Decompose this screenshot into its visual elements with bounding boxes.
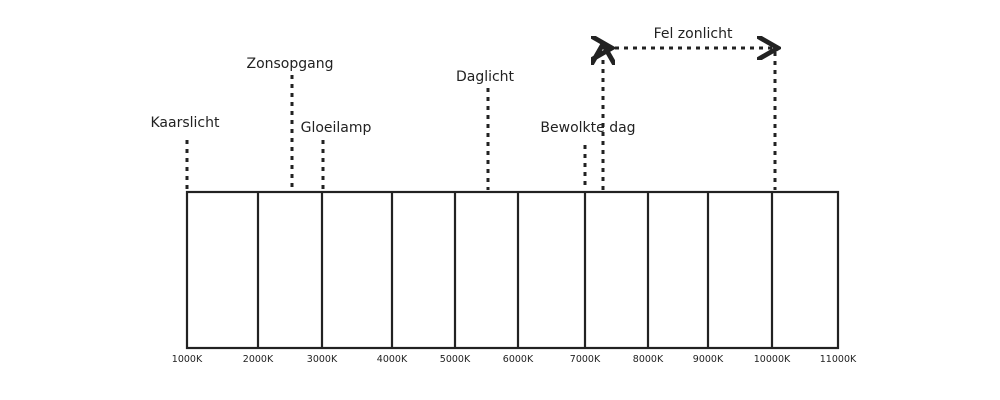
tick-label: 6000K <box>503 354 534 365</box>
tick-label: 2000K <box>243 354 274 365</box>
tick-label: 7000K <box>570 354 601 365</box>
tick-label: 4000K <box>377 354 408 365</box>
tick-label: 10000K <box>754 354 791 365</box>
annotation-label: Fel zonlicht <box>654 26 733 42</box>
tick-label: 11000K <box>820 354 857 365</box>
annotation-label: Daglicht <box>456 69 515 85</box>
tick-group: 1000K 2000K 3000K 4000K 5000K 6000K 7000K 8000K… <box>172 191 857 365</box>
scale-box <box>185 190 840 350</box>
tick-label: 5000K <box>440 354 471 365</box>
tick-label: 3000K <box>307 354 338 365</box>
annotation-label: Bewolkte dag <box>540 120 635 136</box>
annotation-label: Zonsopgang <box>246 56 333 72</box>
tick-label: 8000K <box>633 354 664 365</box>
annotation-label: Gloeilamp <box>301 120 372 136</box>
tick-label: 9000K <box>693 354 724 365</box>
annotation-label: Kaarslicht <box>151 115 220 131</box>
tick-label: 1000K <box>172 354 203 365</box>
